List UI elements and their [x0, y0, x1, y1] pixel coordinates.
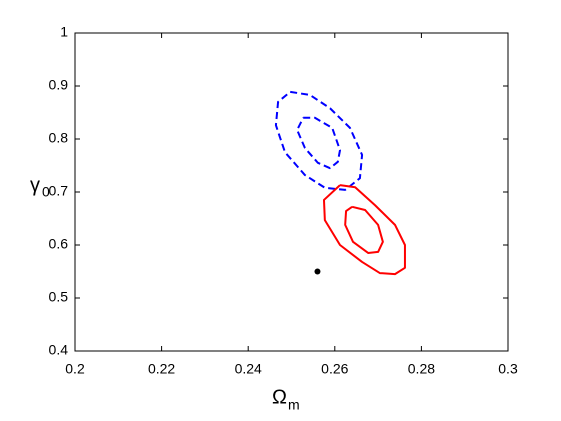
plot-area: [74, 32, 509, 352]
x-tick-label: 0.28: [408, 361, 435, 377]
y-tick-label: 0.5: [49, 289, 69, 305]
x-tick-label: 0.22: [148, 361, 175, 377]
x-tick-label: 0.3: [498, 361, 518, 377]
point: [314, 268, 321, 275]
y-tick-label: 1: [60, 24, 68, 40]
contour: [322, 184, 406, 276]
y-tick-label: 0.6: [49, 236, 69, 252]
x-tick-label: 0.26: [321, 361, 348, 377]
contour: [344, 205, 384, 254]
y-tick-label: 0.8: [49, 130, 69, 146]
y-axis-label: γ: [30, 174, 40, 196]
y-axis-label-sub: 0: [42, 184, 50, 200]
x-tick-label: 0.2: [65, 361, 85, 377]
y-tick-label: 0.7: [49, 183, 69, 199]
y-tick-label: 0.9: [49, 77, 69, 93]
contour: [274, 90, 364, 191]
x-tick-label: 0.24: [235, 361, 262, 377]
x-axis-label: Ω: [272, 386, 287, 408]
y-tick-label: 0.4: [49, 342, 69, 358]
contour: [296, 116, 341, 170]
x-axis-label-sub: m: [288, 397, 300, 413]
